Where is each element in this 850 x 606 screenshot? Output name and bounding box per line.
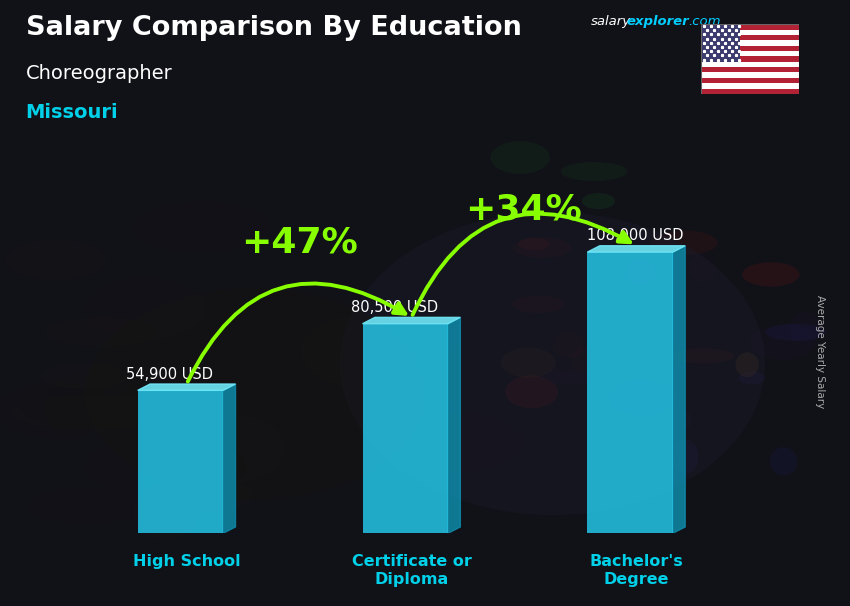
Ellipse shape [340,212,765,515]
Text: High School: High School [133,554,241,570]
Ellipse shape [161,399,224,447]
Ellipse shape [505,376,558,408]
Ellipse shape [518,238,550,250]
Text: explorer: explorer [626,15,689,28]
Ellipse shape [561,162,627,181]
Ellipse shape [501,348,556,378]
Bar [138,390,224,533]
Bar [701,73,799,78]
Ellipse shape [513,238,571,258]
Ellipse shape [280,490,326,536]
Ellipse shape [739,371,765,384]
Ellipse shape [147,403,194,454]
Ellipse shape [133,482,201,539]
Ellipse shape [609,380,677,416]
Bar [701,67,799,73]
Ellipse shape [626,259,655,286]
Ellipse shape [42,363,128,389]
Polygon shape [224,384,235,533]
Ellipse shape [673,440,699,474]
Text: Bachelor's
Degree: Bachelor's Degree [589,554,683,587]
Ellipse shape [670,348,734,364]
Ellipse shape [384,346,536,401]
Bar [701,35,799,41]
Bar [701,30,799,35]
Ellipse shape [582,193,615,209]
Ellipse shape [177,479,252,511]
Ellipse shape [400,478,468,499]
Ellipse shape [302,316,419,387]
Ellipse shape [391,344,449,401]
Ellipse shape [742,262,800,287]
Polygon shape [363,318,461,324]
Text: 54,900 USD: 54,900 USD [127,367,213,382]
Ellipse shape [20,376,147,430]
Polygon shape [138,384,235,390]
Ellipse shape [513,296,565,313]
Bar [701,78,799,83]
Ellipse shape [85,288,425,500]
Ellipse shape [770,447,797,476]
Bar [701,24,799,30]
Bar [701,24,740,62]
Ellipse shape [111,291,194,338]
Bar [701,62,799,67]
Ellipse shape [12,395,175,431]
Ellipse shape [688,253,717,282]
Bar [701,83,799,88]
Text: +47%: +47% [241,226,357,260]
Bar [701,51,799,56]
Bar [701,45,799,51]
Ellipse shape [85,435,246,498]
Text: 108,000 USD: 108,000 USD [587,228,684,243]
Bar [701,88,799,94]
Text: Certificate or
Diploma: Certificate or Diploma [352,554,472,587]
Ellipse shape [0,383,118,438]
Ellipse shape [651,230,717,255]
Ellipse shape [766,324,825,341]
Bar [363,324,448,533]
Ellipse shape [26,488,150,523]
Ellipse shape [189,416,285,482]
Ellipse shape [6,240,105,280]
Text: Salary Comparison By Education: Salary Comparison By Education [26,15,521,41]
Ellipse shape [490,141,550,174]
Ellipse shape [750,324,816,360]
Ellipse shape [76,236,128,308]
Text: Missouri: Missouri [26,103,118,122]
Bar [701,41,799,45]
Ellipse shape [300,353,468,393]
Ellipse shape [45,374,103,439]
Bar [701,56,799,62]
Text: salary: salary [591,15,631,28]
Bar [587,252,673,533]
Text: 80,500 USD: 80,500 USD [351,300,439,315]
Polygon shape [587,246,685,252]
Ellipse shape [397,412,525,471]
Polygon shape [673,246,685,533]
Ellipse shape [538,370,598,385]
Ellipse shape [395,404,451,434]
Ellipse shape [735,352,759,377]
Ellipse shape [46,318,157,347]
Ellipse shape [790,311,821,345]
Text: Average Yearly Salary: Average Yearly Salary [815,295,825,408]
Polygon shape [448,318,461,533]
Text: +34%: +34% [466,193,582,227]
Text: Choreographer: Choreographer [26,64,173,82]
Text: .com: .com [688,15,721,28]
